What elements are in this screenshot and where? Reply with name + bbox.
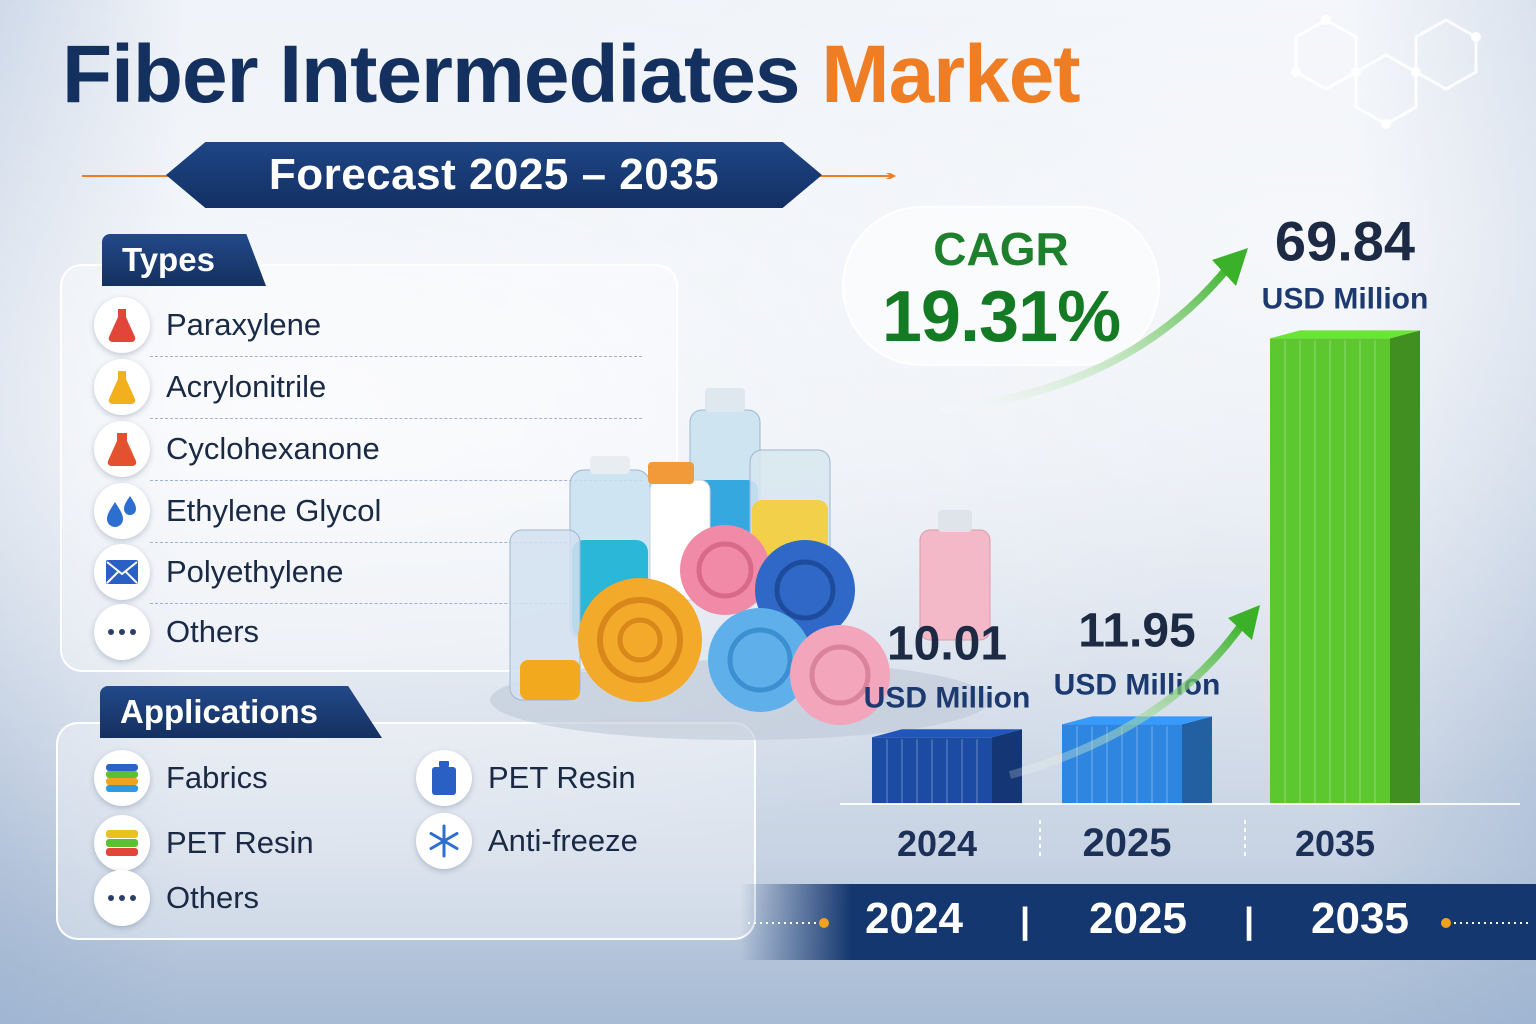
bar-unit-label: USD Million (1262, 282, 1429, 315)
application-item-others: Others (94, 870, 259, 926)
resin-stack-icon (94, 815, 150, 871)
bar-side-2024 (992, 729, 1022, 804)
bar-side-2035 (1390, 330, 1420, 804)
type-item-others: Others (94, 603, 642, 661)
timeline-year: 2025 (1089, 894, 1187, 943)
growth-arrow-bottom (1008, 617, 1249, 779)
application-item-fabrics: Fabrics (94, 750, 268, 806)
molecule-decoration-icon (1291, 15, 1481, 129)
bar-2024 (872, 737, 992, 804)
application-item-pet-resin: PET Resin (94, 815, 314, 871)
bar-top-2035 (1270, 330, 1420, 339)
application-label: Anti-freeze (488, 823, 638, 858)
category-label: 2025 (1083, 821, 1172, 865)
title-main: Fiber Intermediates (62, 29, 800, 120)
water-drops-icon (94, 483, 150, 539)
market-bar-chart: 10.01 USD Million 2024 11.95 USD Million 2025… (840, 220, 1520, 865)
application-label: Others (166, 880, 260, 915)
bar-value-label: 10.01 (887, 617, 1007, 670)
page-title: Fiber Intermediates Market (62, 28, 1081, 122)
bar-side-2025 (1182, 716, 1212, 804)
type-label: Ethylene Glycol (166, 493, 382, 528)
snowflake-icon (416, 813, 472, 869)
application-item-pet-resin-bottle: PET Resin (416, 750, 636, 806)
envelope-icon (94, 544, 150, 600)
cagr-value: 19.31% (881, 277, 1121, 357)
product-illustration (490, 388, 991, 740)
type-label: Polyethylene (166, 554, 344, 589)
applications-panel (56, 722, 756, 940)
cagr-bubble (842, 206, 1160, 366)
yellow-flask-icon (94, 359, 150, 415)
bar-top-2024 (872, 729, 1022, 738)
timeline-year: 2035 (1311, 894, 1409, 943)
fabric-rolls-group (578, 525, 890, 725)
type-item-ethylene-glycol: Ethylene Glycol (94, 482, 642, 543)
timeline-year: 2024 (865, 894, 963, 943)
application-item-anti-freeze: Anti-freeze (416, 813, 638, 869)
timeline-separator: | (1020, 900, 1031, 941)
type-item-paraxylene: Paraxylene (94, 296, 642, 357)
type-label: Cyclohexanone (166, 431, 380, 466)
application-label: PET Resin (488, 760, 636, 795)
timeline-strip (740, 884, 1536, 960)
cagr-label: CAGR (933, 223, 1069, 275)
growth-arrow-top (939, 262, 1234, 414)
growth-arrow-bottom-head (1228, 605, 1260, 640)
bar-2025 (1062, 724, 1182, 804)
forecast-banner: Forecast 2025 – 2035 (166, 142, 822, 208)
category-label: 2035 (1295, 823, 1375, 864)
application-label: Fabrics (166, 760, 268, 795)
type-label: Acrylonitrile (166, 369, 327, 404)
bar-2035 (1270, 338, 1390, 804)
title-accent: Market (821, 29, 1080, 120)
category-label: 2024 (897, 823, 977, 864)
applications-heading: Applications (100, 686, 382, 738)
timeline-separator: | (1244, 900, 1255, 941)
type-item-polyethylene: Polyethylene (94, 543, 642, 604)
type-label: Paraxylene (166, 307, 322, 342)
type-label: Others (166, 614, 260, 649)
type-item-acrylonitrile: Acrylonitrile (94, 358, 642, 419)
fabric-stack-icon (94, 750, 150, 806)
red-flask-icon (94, 297, 150, 353)
pet-bottle-icon (416, 750, 472, 806)
timeline-dotted-line (748, 918, 1528, 928)
growth-arrow-top-head (1212, 248, 1248, 286)
bar-value-label: 69.84 (1275, 220, 1415, 272)
ellipsis-icon (94, 604, 150, 660)
types-heading: Types (102, 234, 266, 286)
application-label: PET Resin (166, 825, 314, 860)
forecast-label: Forecast 2025 – 2035 (268, 150, 720, 199)
bar-value-label: 11.95 (1078, 604, 1195, 657)
ellipsis-icon (94, 870, 150, 926)
bar-unit-label: USD Million (864, 681, 1031, 714)
type-item-cyclohexanone: Cyclohexanone (94, 420, 642, 481)
orange-flask-icon (94, 421, 150, 477)
